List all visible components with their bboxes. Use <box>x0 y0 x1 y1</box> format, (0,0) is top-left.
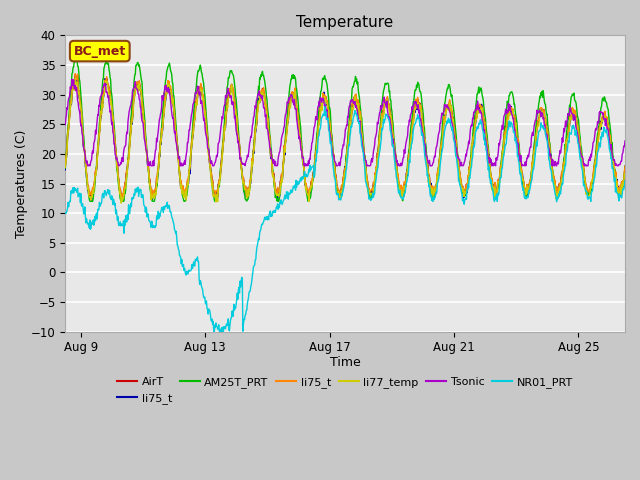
Tsonic <box>68 76 76 82</box>
AM25T_PRT <box>72 53 80 59</box>
Tsonic <box>509 116 516 121</box>
AM25T_PRT <box>120 198 127 204</box>
Line: li75_t: li75_t <box>65 77 625 201</box>
li75_t <box>61 167 69 173</box>
li75_t <box>120 189 127 195</box>
li77_temp <box>447 103 454 108</box>
AirT <box>119 193 127 199</box>
li75_t <box>499 145 507 151</box>
Line: AirT: AirT <box>65 75 625 198</box>
li75_t <box>289 90 296 96</box>
Tsonic <box>61 122 69 128</box>
li75_t <box>120 192 127 197</box>
li77_temp <box>309 176 317 181</box>
li75_t <box>509 106 516 112</box>
Line: Tsonic: Tsonic <box>65 79 625 166</box>
NR01_PRT <box>118 223 126 228</box>
li75_t <box>72 71 79 76</box>
Line: AM25T_PRT: AM25T_PRT <box>65 56 625 201</box>
AM25T_PRT <box>309 176 317 181</box>
Tsonic <box>621 138 629 144</box>
li77_temp <box>621 172 629 178</box>
li75_t <box>509 109 516 115</box>
AirT <box>621 165 629 171</box>
NR01_PRT <box>289 189 296 195</box>
li75_t <box>88 198 95 204</box>
X-axis label: Time: Time <box>330 356 360 369</box>
li77_temp <box>509 107 516 113</box>
AM25T_PRT <box>447 91 454 97</box>
AM25T_PRT <box>621 164 629 169</box>
li75_t <box>309 174 317 180</box>
AirT <box>509 107 516 113</box>
li75_t <box>74 74 81 80</box>
AM25T_PRT <box>509 93 516 98</box>
AirT <box>289 90 296 96</box>
li75_t <box>61 162 69 168</box>
li75_t <box>621 163 629 169</box>
AM25T_PRT <box>86 198 94 204</box>
Tsonic <box>309 135 317 141</box>
NR01_PRT <box>217 332 225 337</box>
Y-axis label: Temperatures (C): Temperatures (C) <box>15 129 28 238</box>
li77_temp <box>120 195 127 201</box>
NR01_PRT <box>509 125 516 131</box>
li75_t <box>447 106 454 112</box>
AirT <box>309 174 317 180</box>
AM25T_PRT <box>289 75 296 81</box>
Tsonic <box>120 149 127 155</box>
Line: NR01_PRT: NR01_PRT <box>65 107 625 335</box>
li75_t <box>447 103 454 108</box>
Line: li77_temp: li77_temp <box>65 78 625 203</box>
AirT <box>499 145 507 151</box>
AM25T_PRT <box>61 165 69 171</box>
li75_t <box>289 91 296 97</box>
li77_temp <box>289 92 296 98</box>
NR01_PRT <box>499 159 507 165</box>
li75_t <box>118 195 125 201</box>
NR01_PRT <box>621 178 629 183</box>
NR01_PRT <box>447 123 454 129</box>
Tsonic <box>289 99 296 105</box>
NR01_PRT <box>321 104 328 109</box>
AirT <box>305 195 313 201</box>
li75_t <box>499 150 507 156</box>
Tsonic <box>499 126 507 132</box>
AirT <box>72 72 79 78</box>
AirT <box>447 102 454 108</box>
Text: BC_met: BC_met <box>74 45 126 58</box>
Legend: AirT, li75_t, AM25T_PRT, li75_t, li77_temp, Tsonic, NR01_PRT: AirT, li75_t, AM25T_PRT, li75_t, li77_te… <box>113 373 577 408</box>
Title: Temperature: Temperature <box>296 15 394 30</box>
Tsonic <box>84 163 92 168</box>
li77_temp <box>72 75 79 81</box>
li75_t <box>621 163 629 169</box>
AM25T_PRT <box>499 146 507 152</box>
li77_temp <box>499 148 507 154</box>
NR01_PRT <box>308 164 316 170</box>
li77_temp <box>61 164 69 170</box>
AirT <box>61 163 69 169</box>
li75_t <box>309 178 317 183</box>
li77_temp <box>118 200 125 206</box>
Line: li75_t: li75_t <box>65 73 625 198</box>
Tsonic <box>447 114 454 120</box>
NR01_PRT <box>61 210 69 216</box>
